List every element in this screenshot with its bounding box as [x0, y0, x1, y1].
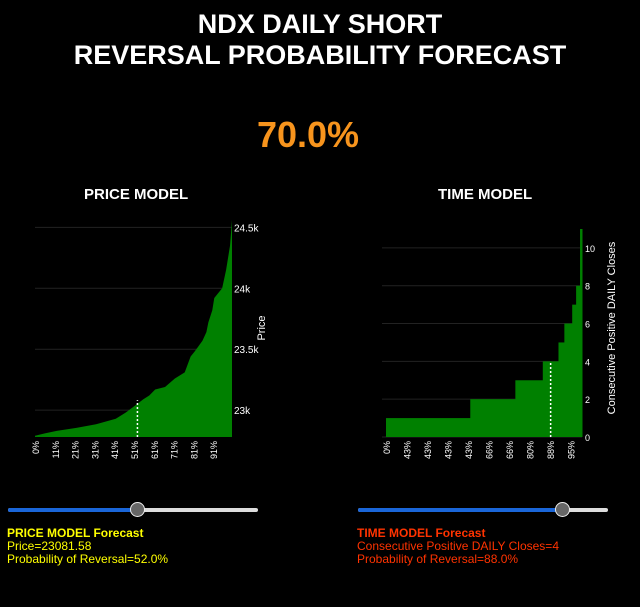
- x-tick-label: 88%: [546, 441, 556, 459]
- price-area: [35, 220, 232, 437]
- price-forecast-price: Price=23081.58: [7, 539, 92, 553]
- time-chart-title: TIME MODEL: [438, 186, 533, 203]
- x-tick-label: 21%: [71, 441, 81, 459]
- step-bar: [558, 342, 565, 437]
- x-tick-label: 43%: [464, 441, 474, 459]
- y-tick-label: 24.5k: [234, 223, 259, 234]
- x-tick-label: 66%: [485, 441, 495, 459]
- x-tick-label: 43%: [403, 441, 413, 459]
- step-bar: [580, 229, 583, 437]
- y-tick-label: 4: [585, 357, 590, 367]
- y-axis-label: Consecutive Positive DAILY Closes: [606, 241, 618, 414]
- y-axis-label: Price: [256, 315, 268, 340]
- x-tick-label: 0%: [31, 441, 41, 454]
- price-slider-thumb[interactable]: [130, 502, 145, 517]
- step-bar: [576, 285, 581, 437]
- x-tick-label: 80%: [526, 441, 536, 459]
- title-line-2: REVERSAL PROBABILITY FORECAST: [73, 40, 567, 70]
- time-forecast-heading: TIME MODEL Forecast: [357, 526, 486, 540]
- x-tick-label: 81%: [189, 441, 199, 459]
- x-tick-label: 66%: [505, 441, 515, 459]
- x-tick-label: 0%: [382, 441, 392, 454]
- price-forecast-prob: Probability of Reversal=52.0%: [7, 552, 169, 566]
- y-tick-label: 23.5k: [234, 345, 259, 356]
- step-bar: [386, 418, 471, 437]
- x-tick-label: 61%: [150, 441, 160, 459]
- step-bar: [564, 323, 573, 437]
- x-tick-label: 95%: [567, 441, 577, 459]
- price-chart-title: PRICE MODEL: [84, 186, 189, 203]
- y-tick-label: 10: [585, 244, 595, 254]
- x-tick-label: 71%: [170, 441, 180, 459]
- x-tick-label: 91%: [209, 441, 219, 459]
- charts: 23k 23.5k 24k 24.5k 0% 11% 21% 31% 41% 51% 61% 71% 8…: [31, 220, 618, 459]
- x-tick-label: 31%: [90, 441, 100, 459]
- x-tick-label: 43%: [423, 441, 433, 459]
- price-forecast: PRICE MODEL Forecast Price=23081.58 Prob…: [7, 527, 168, 566]
- time-forecast: TIME MODEL Forecast Consecutive Positive…: [357, 527, 559, 566]
- y-tick-label: 24k: [234, 284, 251, 295]
- price-forecast-heading: PRICE MODEL Forecast: [7, 526, 144, 540]
- step-bar: [572, 304, 577, 437]
- step-bar: [515, 380, 544, 437]
- y-tick-label: 0: [585, 433, 590, 443]
- time-slider[interactable]: [358, 502, 608, 517]
- time-slider-thumb[interactable]: [555, 502, 570, 517]
- price-slider[interactable]: [8, 502, 258, 517]
- y-tick-label: 8: [585, 282, 590, 292]
- x-tick-label: 41%: [110, 441, 120, 459]
- x-tick-label: 43%: [444, 441, 454, 459]
- x-tick-label: 11%: [51, 441, 61, 458]
- price-slider-fill: [8, 508, 138, 512]
- y-tick-label: 2: [585, 395, 590, 405]
- time-slider-fill: [358, 508, 563, 512]
- x-tick-label: 51%: [130, 441, 140, 459]
- step-bar: [470, 399, 516, 437]
- y-tick-label: 6: [585, 320, 590, 330]
- time-forecast-prob: Probability of Reversal=88.0%: [357, 552, 519, 566]
- overall-probability: 70.0%: [256, 114, 360, 155]
- title-line-1: NDX DAILY SHORT: [197, 9, 443, 39]
- y-tick-label: 23k: [234, 406, 251, 417]
- time-forecast-closes: Consecutive Positive DAILY Closes=4: [357, 539, 559, 553]
